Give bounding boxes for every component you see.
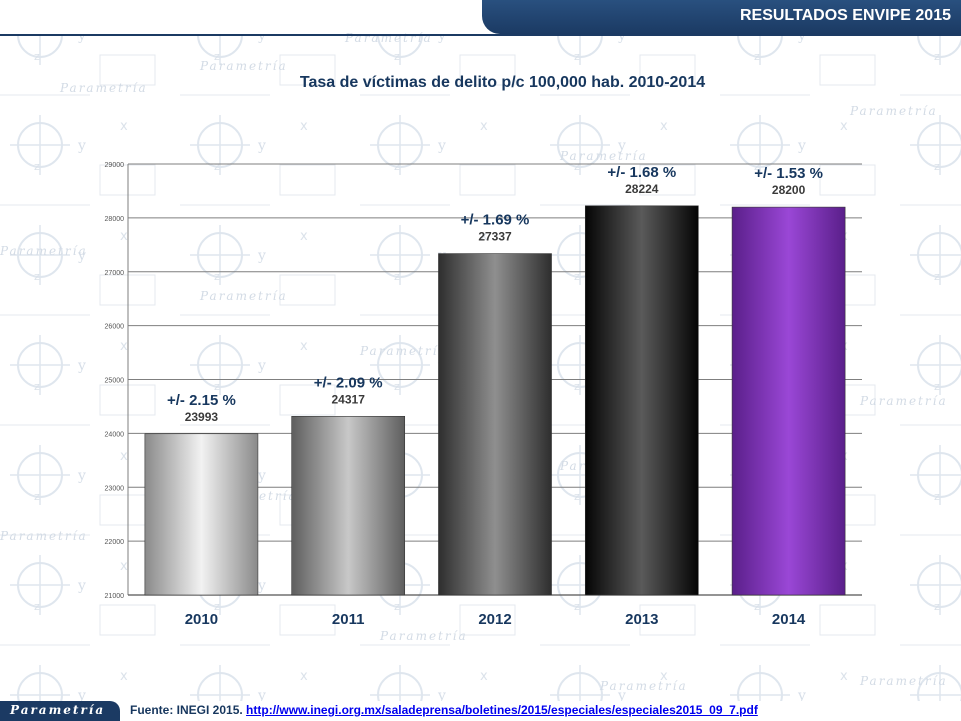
chart-title: Tasa de víctimas de delito p/c 100,000 h…	[299, 74, 706, 91]
watermark-word: Parametría	[199, 289, 288, 303]
source-link[interactable]: http://www.inegi.org.mx/saladeprensa/bol…	[246, 703, 758, 717]
margin-label: +/- 1.53 %	[754, 165, 823, 182]
logo-text: Parametría	[10, 703, 106, 717]
y-tick-label: 24000	[105, 431, 125, 438]
bar-2010	[144, 433, 259, 596]
watermark-word: Parametría	[599, 679, 688, 693]
bar-2014	[731, 206, 846, 596]
x-tick-label: 2010	[185, 611, 218, 628]
watermark-word: Parametría	[559, 149, 648, 163]
y-tick-label: 22000	[105, 539, 125, 546]
x-tick-label: 2013	[625, 611, 658, 628]
margin-label: +/- 2.15 %	[167, 392, 236, 409]
watermark-word: Parametría	[199, 59, 288, 73]
y-tick-label: 28000	[105, 216, 125, 223]
watermark-word: Parametría	[0, 244, 88, 258]
bar-2013	[584, 205, 699, 596]
watermark-word: Parametría	[0, 529, 88, 543]
value-label: 28200	[772, 183, 806, 197]
header-title: RESULTADOS ENVIPE 2015	[739, 7, 951, 24]
watermark-word: Parametría	[849, 104, 938, 118]
x-tick-label: 2014	[772, 611, 806, 628]
y-tick-label: 26000	[105, 324, 125, 331]
y-tick-label: 21000	[105, 593, 125, 600]
source-label: Fuente: INEGI 2015.	[130, 703, 243, 717]
watermark-word: Parametría	[379, 629, 468, 643]
value-label: 23993	[185, 410, 219, 424]
y-tick-label: 29000	[105, 162, 125, 169]
watermark-word: Parametría	[359, 344, 448, 358]
value-label: 27337	[478, 230, 512, 244]
header-bar: RESULTADOS ENVIPE 2015	[482, 0, 961, 34]
x-tick-label: 2012	[478, 611, 511, 628]
bar-2012	[438, 253, 552, 596]
value-label: 24317	[332, 392, 366, 406]
y-tick-label: 25000	[105, 378, 125, 385]
margin-label: +/- 2.09 %	[314, 374, 383, 391]
margin-label: +/- 1.68 %	[607, 164, 676, 181]
y-tick-label: 23000	[105, 485, 125, 492]
source-note: Fuente: INEGI 2015. http://www.inegi.org…	[130, 703, 758, 717]
header-divider	[0, 34, 961, 36]
value-label: 28224	[625, 182, 659, 196]
watermark-word: Parametría	[59, 81, 148, 95]
parametria-logo: Parametría	[0, 701, 120, 721]
x-tick-label: 2011	[332, 611, 365, 628]
watermark-word: Parametría	[859, 674, 948, 688]
watermark-word: Parametría	[859, 394, 948, 408]
bar-2011	[291, 415, 406, 596]
y-tick-label: 27000	[105, 270, 125, 277]
margin-label: +/- 1.69 %	[461, 212, 530, 229]
